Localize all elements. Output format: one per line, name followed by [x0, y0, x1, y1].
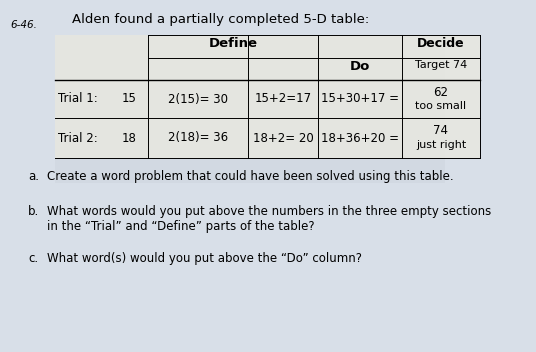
- Text: Trial 1:: Trial 1:: [58, 93, 98, 106]
- Text: Trial 2:: Trial 2:: [58, 132, 98, 145]
- Text: just right: just right: [416, 140, 466, 150]
- Text: 15+30+17 =: 15+30+17 =: [321, 93, 399, 106]
- Text: 62: 62: [434, 86, 449, 99]
- Text: Do: Do: [350, 60, 370, 73]
- Text: Define: Define: [209, 37, 257, 50]
- Text: 15+2=17: 15+2=17: [255, 93, 311, 106]
- Text: Alden found a partially completed 5-D table:: Alden found a partially completed 5-D ta…: [72, 13, 369, 26]
- Text: 18: 18: [122, 132, 137, 145]
- Text: too small: too small: [415, 101, 466, 111]
- Text: b.: b.: [28, 205, 39, 218]
- Text: a.: a.: [28, 170, 39, 183]
- Text: 2(15)= 30: 2(15)= 30: [168, 93, 228, 106]
- Text: 18+2= 20: 18+2= 20: [252, 132, 314, 145]
- Text: 6-46.: 6-46.: [10, 20, 37, 30]
- Text: Create a word problem that could have been solved using this table.: Create a word problem that could have be…: [47, 170, 453, 183]
- FancyBboxPatch shape: [55, 35, 480, 158]
- Text: c.: c.: [28, 252, 38, 265]
- Text: 2(18)= 36: 2(18)= 36: [168, 132, 228, 145]
- Text: Target 74: Target 74: [415, 60, 467, 70]
- Text: 74: 74: [434, 125, 449, 138]
- Text: Decide: Decide: [417, 37, 465, 50]
- Text: What word(s) would you put above the “Do” column?: What word(s) would you put above the “Do…: [47, 252, 362, 265]
- Text: 15: 15: [122, 93, 137, 106]
- Text: 18+36+20 =: 18+36+20 =: [321, 132, 399, 145]
- FancyBboxPatch shape: [55, 35, 445, 183]
- Text: What words would you put above the numbers in the three empty sections: What words would you put above the numbe…: [47, 205, 492, 218]
- Text: in the “Trial” and “Define” parts of the table?: in the “Trial” and “Define” parts of the…: [47, 220, 315, 233]
